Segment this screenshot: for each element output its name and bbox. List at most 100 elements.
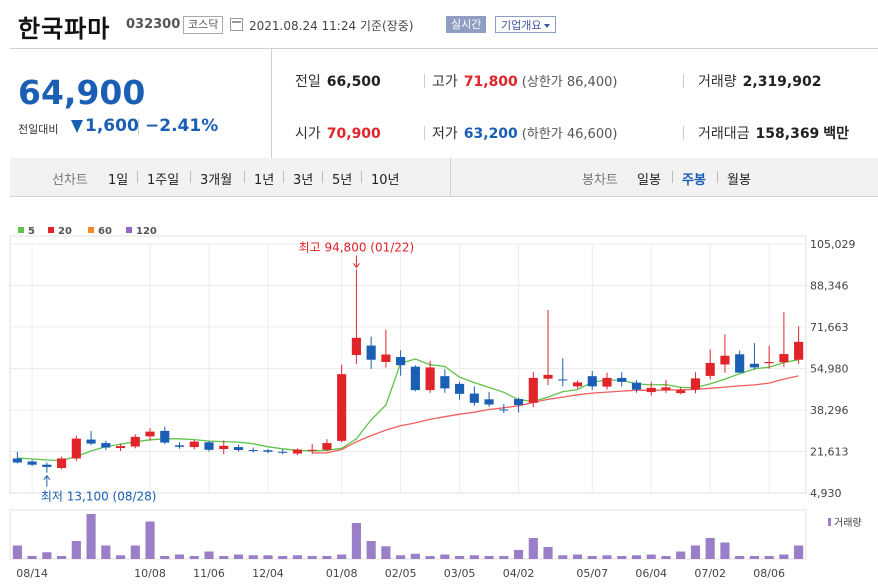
candle <box>71 435 81 461</box>
candle-body <box>351 337 361 356</box>
x-tick-label: 10/08 <box>134 567 166 580</box>
volume-bar <box>248 555 258 559</box>
stock-code: 032300 <box>126 17 181 32</box>
realtime-button[interactable]: 실시간 <box>446 16 487 33</box>
candle <box>631 380 642 393</box>
candle <box>617 372 627 387</box>
volume-bar <box>145 521 155 559</box>
y-tick-label: 38,296 <box>810 404 849 417</box>
candle-body <box>57 458 67 468</box>
candle <box>513 397 524 413</box>
candle-body <box>337 374 347 441</box>
candle-body <box>219 445 229 450</box>
change-amount: 1,600 <box>85 116 139 136</box>
calendar-icon <box>230 18 243 31</box>
candle-body <box>233 447 244 451</box>
candle-body <box>410 366 420 391</box>
volume-legend-label: 거래량 <box>834 517 862 529</box>
tab-5y[interactable]: 5년 <box>332 173 353 188</box>
col-divider <box>683 74 684 88</box>
candle-body <box>115 446 126 449</box>
tab-3y[interactable]: 3년 <box>293 173 314 188</box>
candle <box>189 440 199 450</box>
legend-label: 60 <box>98 226 112 237</box>
tab-1d[interactable]: 1일 <box>108 173 129 188</box>
legend-label: 120 <box>136 226 157 237</box>
candle <box>263 449 273 454</box>
company-overview-button[interactable]: 기업개요 <box>495 16 557 33</box>
prev-close-value: 66,500 <box>326 74 381 90</box>
volume-bar <box>735 556 745 559</box>
trade-amount-label: 거래대금 <box>698 126 750 142</box>
candle <box>248 447 258 453</box>
tab-divider <box>672 171 673 183</box>
candle <box>690 372 701 394</box>
tab-3m[interactable]: 3개월 <box>200 173 233 188</box>
candle-body <box>455 383 465 394</box>
high-price: 고가 71,800 (상한가 86,400) <box>432 71 617 91</box>
candle <box>779 312 789 367</box>
volume-bar <box>27 556 37 559</box>
open-label: 시가 <box>295 126 321 142</box>
x-tick-label: 01/08 <box>326 567 358 580</box>
x-tick-label: 02/05 <box>385 567 417 580</box>
volume-bar <box>130 545 140 559</box>
candle-body <box>646 387 656 393</box>
tab-monthly[interactable]: 월봉 <box>727 173 751 188</box>
candle <box>86 431 96 446</box>
candle <box>572 380 583 389</box>
tab-daily[interactable]: 일봉 <box>637 173 661 188</box>
candle-body <box>469 393 479 403</box>
volume-bar <box>278 556 288 559</box>
volume-bar <box>189 556 199 559</box>
candle <box>602 372 612 390</box>
volume-bar <box>396 555 406 559</box>
max-annotation: 최고 94,800 (01/22) <box>299 240 415 254</box>
candle-body <box>263 450 273 452</box>
volume-bar <box>558 555 568 559</box>
x-tick-label: 04/02 <box>503 567 535 580</box>
tab-1y[interactable]: 1년 <box>254 173 275 188</box>
volume-bar <box>484 556 494 559</box>
candle <box>720 334 730 373</box>
volume-bar <box>543 547 553 559</box>
candle-body <box>101 443 111 448</box>
x-tick-label: 08/14 <box>16 567 48 580</box>
x-tick-label: 06/04 <box>635 567 667 580</box>
trade-amount-value: 158,369 <box>755 126 820 142</box>
tab-divider <box>717 171 718 183</box>
high-label: 고가 <box>432 74 458 90</box>
candle <box>410 365 420 392</box>
y-tick-label: 54,980 <box>810 362 849 375</box>
candle-body <box>248 450 258 452</box>
stock-chart: 105,029 88,346 71,663 54,980 38,296 21,613 4,9… <box>9 226 862 580</box>
tab-weekly[interactable]: 주봉 <box>682 173 706 188</box>
candle-body <box>86 439 96 444</box>
min-arrow-head <box>43 474 51 480</box>
tab-divider <box>190 171 191 183</box>
volume-bar <box>440 554 450 559</box>
x-tick-label: 03/05 <box>444 567 476 580</box>
volume-bar <box>690 545 701 559</box>
candle-body <box>396 357 406 366</box>
candle-body <box>617 377 627 382</box>
candle <box>543 309 553 386</box>
candle <box>101 440 111 451</box>
x-tick-label: 07/02 <box>694 567 726 580</box>
legend-swatch <box>48 227 54 233</box>
volume-bar <box>86 514 96 559</box>
volume-bar <box>115 555 126 559</box>
volume-bar <box>646 554 656 559</box>
company-overview-label: 기업개요 <box>501 19 542 32</box>
candle <box>204 440 214 452</box>
candle <box>484 391 494 407</box>
open-price: 시가 70,900 <box>295 123 381 143</box>
summary-divider <box>271 49 272 159</box>
candle-body <box>71 438 81 459</box>
tab-1w[interactable]: 1주일 <box>147 173 180 188</box>
candle <box>440 369 450 393</box>
candle <box>160 426 170 445</box>
candle-body <box>572 382 583 387</box>
ma5-line <box>17 358 799 462</box>
tab-10y[interactable]: 10년 <box>371 173 400 188</box>
